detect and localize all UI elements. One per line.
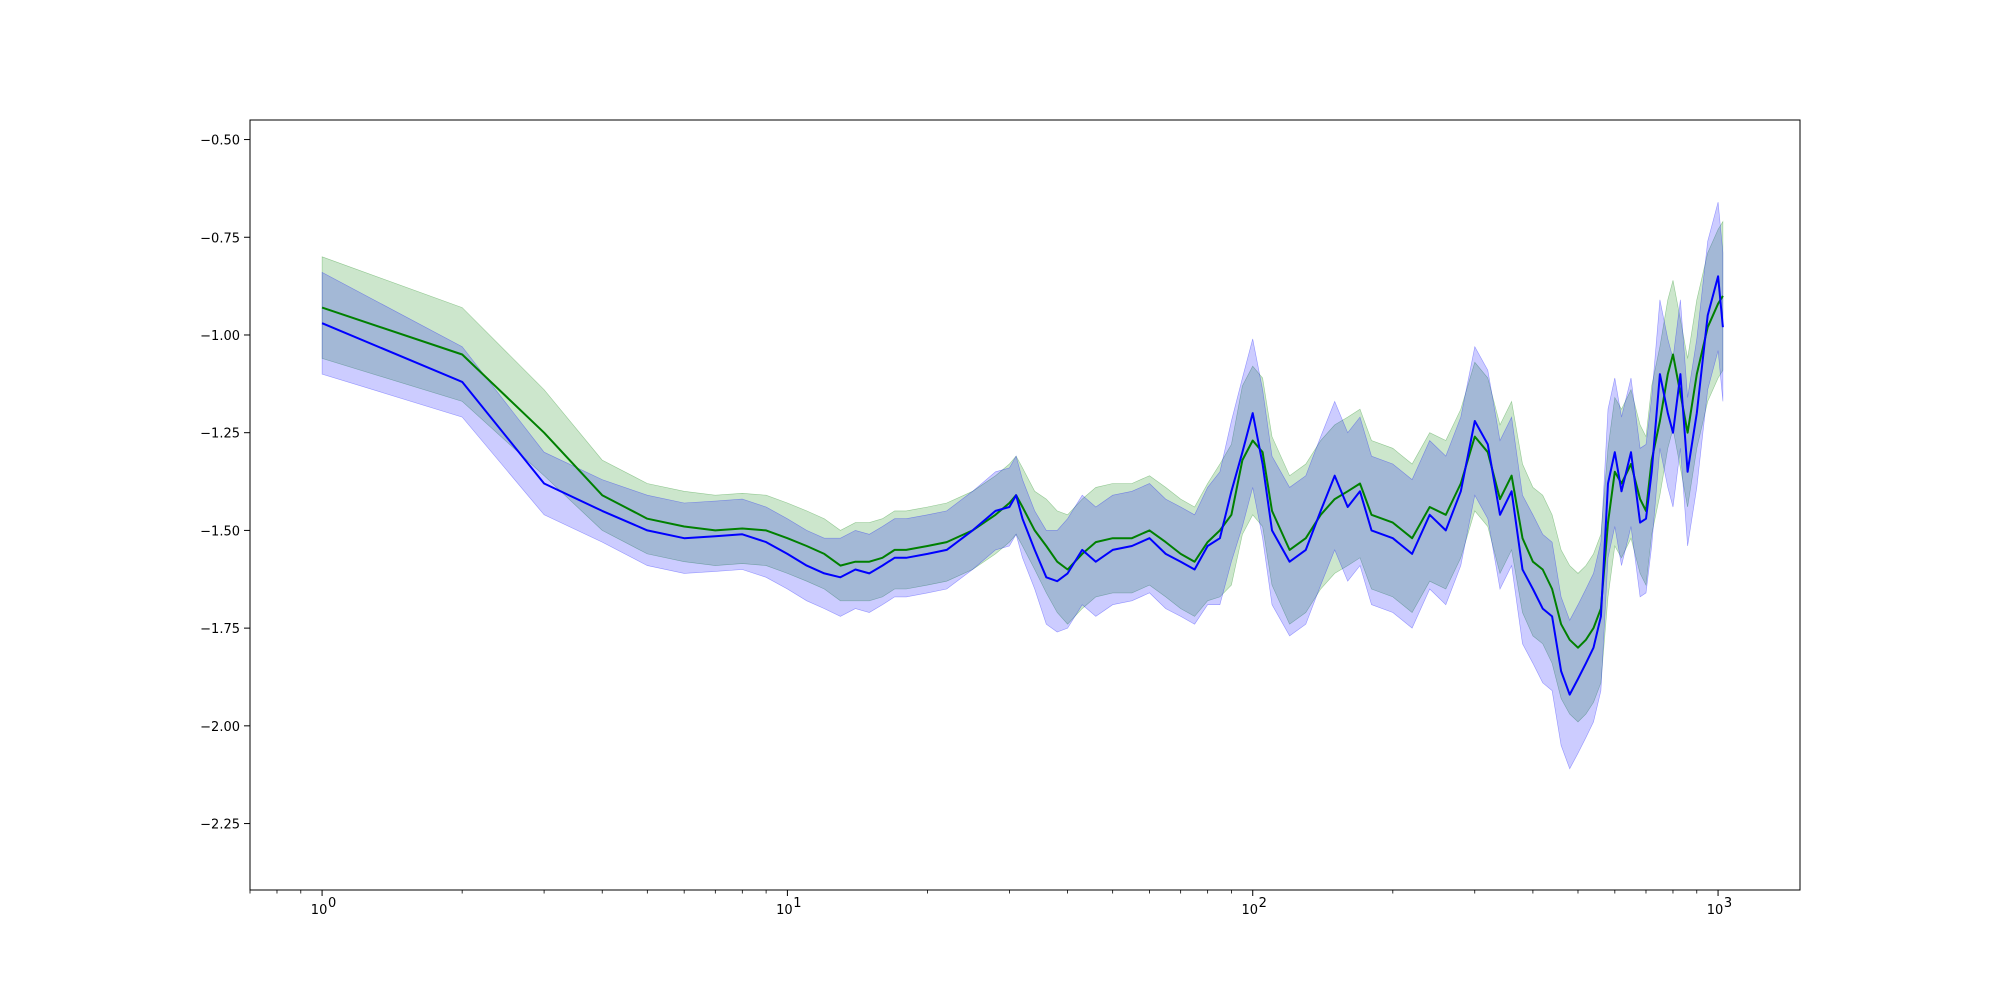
y-tick-label: −1.75: [200, 622, 240, 637]
series-0-band: [321, 220, 1724, 723]
x-tick-label: 10: [1707, 903, 1724, 918]
y-tick-label: −2.25: [200, 818, 240, 833]
confidence-bands: [321, 202, 1724, 770]
series-0-line: [321, 295, 1724, 649]
x-tick-label: 10: [311, 903, 328, 918]
x-tick-exponent: 1: [793, 896, 801, 911]
x-tick-label: 10: [1241, 903, 1258, 918]
y-tick-label: −2.00: [200, 720, 240, 735]
x-tick-exponent: 2: [1259, 896, 1267, 911]
x-axis-ticks: 10 0 10 1 10 2 10 3: [249, 890, 1732, 918]
y-tick-label: −1.00: [200, 329, 240, 344]
x-tick-label: 10: [776, 903, 793, 918]
series-lines: [321, 275, 1724, 696]
series-1-line: [321, 275, 1724, 696]
series-1-band: [321, 202, 1724, 770]
y-axis-ticks: −0.50 −0.75 −1.00 −1.25 −1.50 −1.75 −2.00 −2.25: [200, 134, 250, 833]
y-tick-label: −1.25: [200, 427, 240, 442]
plot-frame: [249, 119, 1801, 891]
y-tick-label: −1.50: [200, 524, 240, 539]
y-tick-label: −0.50: [200, 134, 240, 149]
x-tick-exponent: 3: [1724, 896, 1732, 911]
y-tick-label: −0.75: [200, 231, 240, 246]
x-tick-exponent: 0: [328, 896, 336, 911]
